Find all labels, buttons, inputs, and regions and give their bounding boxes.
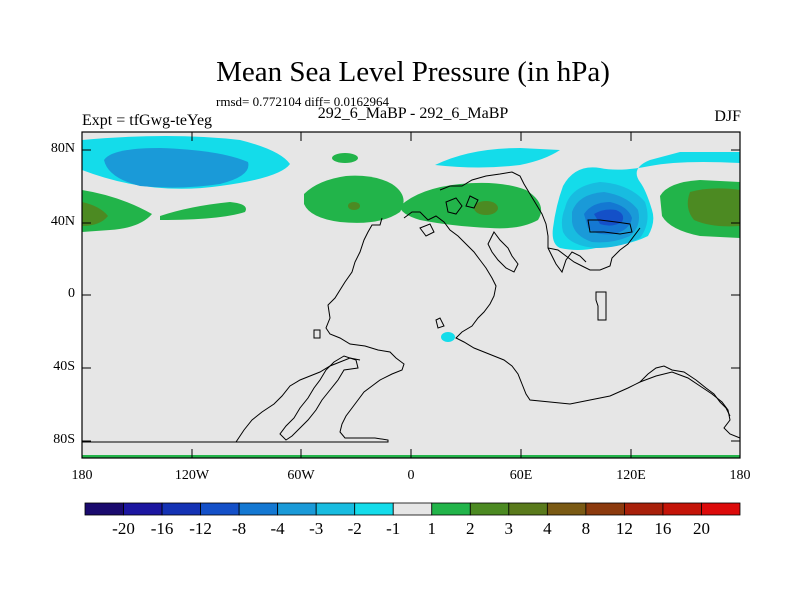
asia-high-core (474, 201, 498, 215)
colorbar-swatch (354, 502, 394, 516)
y-tick-label: 80N (50, 141, 75, 156)
y-tick-label: 0 (68, 286, 75, 301)
africa-coastline (403, 211, 741, 439)
x-tick-label: 120W (174, 468, 210, 483)
colorbar-swatch (84, 502, 124, 516)
colorbar-label: 20 (693, 519, 710, 538)
north-pacific-high-core (687, 188, 740, 227)
eurasia-coastline (439, 171, 641, 271)
atlantic-europe-high (304, 175, 404, 223)
colorbar-label: -1 (386, 519, 401, 538)
small-island-coastline (313, 317, 445, 339)
colorbar-label: -4 (270, 519, 285, 538)
colorbar-swatch (624, 502, 664, 516)
colorbar-swatch (315, 502, 356, 516)
y-tick-label: 40N (50, 214, 75, 229)
x-tick-label: 60E (509, 468, 533, 483)
arabia-coastline (487, 231, 519, 273)
colorbar-label: 16 (654, 519, 672, 538)
colorbar-label: 2 (466, 519, 475, 538)
colorbar-label: 1 (427, 519, 437, 538)
x-tick-label: 120E (616, 468, 646, 483)
colorbar-label: -8 (232, 519, 247, 538)
colorbar-swatch (508, 502, 548, 516)
colorbar-label: 8 (581, 519, 591, 538)
western-pacific-high (82, 190, 246, 232)
x-tick-label: 60W (287, 468, 315, 483)
x-tick-label: 180 (71, 468, 93, 483)
axis-ticks (82, 132, 740, 458)
india-coastline (547, 247, 587, 274)
x-tick-label: 0 (407, 468, 415, 483)
colorbar (84, 502, 741, 516)
colorbar-swatch (546, 502, 587, 516)
colorbar-label: -2 (347, 519, 362, 538)
colorbar-swatch (123, 502, 163, 516)
experiment-label: Expt = tfGwg-teYeg (82, 112, 213, 129)
colorbar-label: -3 (309, 519, 324, 538)
africa-low-spot (441, 332, 455, 342)
americas-coastline (82, 217, 405, 443)
y-tick-label: 80S (53, 432, 75, 447)
colorbar-swatch (161, 502, 201, 516)
colorbar-swatch (469, 502, 510, 516)
australia-coastline (639, 365, 731, 417)
europe-islands-coastline (419, 195, 479, 237)
western-pacific-high-core (82, 202, 108, 226)
colorbar-swatch (662, 502, 702, 516)
colorbar-swatch (431, 502, 471, 516)
colorbar-swatch (585, 502, 625, 516)
north-pacific-low (104, 148, 249, 188)
colorbar-swatch (200, 502, 240, 516)
europe-high-core (348, 202, 360, 210)
colorbar-label: -16 (150, 519, 174, 538)
colorbar-label: -20 (112, 519, 135, 538)
chart-title: Mean Sea Level Pressure (in hPa) (216, 56, 610, 88)
central-asia-high (400, 182, 542, 229)
arctic-high-spot (332, 153, 358, 163)
antarctic-coastline (82, 357, 361, 443)
colorbar-swatch (701, 502, 741, 516)
colorbar-label: 12 (615, 519, 633, 538)
colorbar-swatch (238, 502, 279, 516)
season-label: DJF (714, 108, 741, 125)
chart-subtitle: 292_6_MaBP - 292_6_MaBP (317, 105, 509, 122)
japan-coastline (587, 219, 633, 235)
colorbar-swatch (392, 502, 433, 516)
y-tick-label: 40S (53, 359, 75, 374)
coastlines (82, 171, 741, 443)
stats-label: rmsd= 0.772104 diff= 0.0162964 (216, 94, 389, 109)
indonesia-coastline (595, 291, 607, 321)
colorbar-swatch (277, 502, 317, 516)
colorbar-label: 3 (504, 519, 514, 538)
x-tick-label: 180 (729, 468, 751, 483)
colorbar-label: 4 (543, 519, 552, 538)
colorbar-label: -12 (189, 519, 212, 538)
